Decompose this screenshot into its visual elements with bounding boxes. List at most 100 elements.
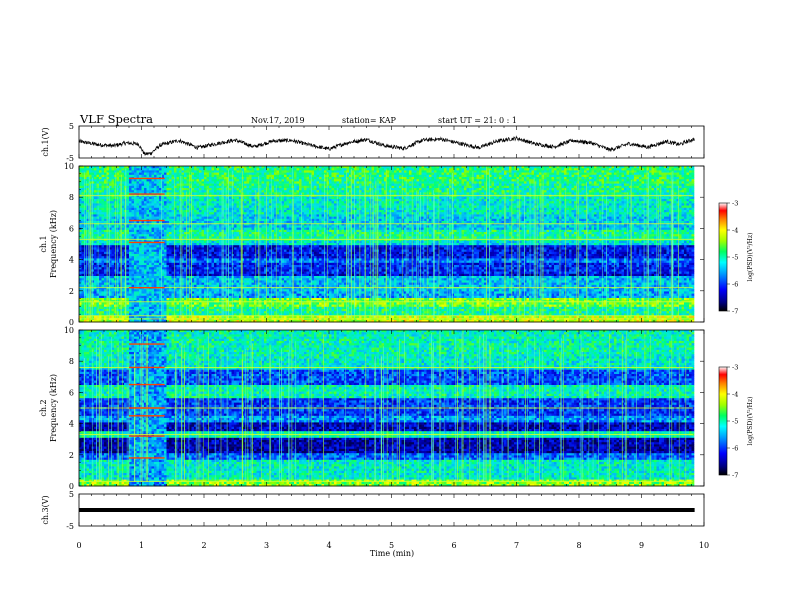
vlf-spectra-figure: VLF Spectra Nov.17, 2019 station= KAP st…: [0, 0, 792, 612]
spectrogram-cell: [104, 263, 107, 266]
spectrogram-cell: [82, 263, 85, 266]
spectrogram-cell: [94, 261, 97, 264]
spectrogram-cell: [84, 168, 87, 171]
spectrogram-cell: [94, 252, 97, 255]
spectrogram-cell: [94, 289, 97, 292]
spectrogram-cell: [104, 294, 107, 297]
spectrogram-cell: [104, 186, 107, 189]
spectrogram-cell: [79, 217, 82, 220]
spectrogram-cell: [94, 247, 97, 250]
spectrogram-cell: [99, 307, 102, 310]
spectrogram-cell: [82, 186, 85, 189]
spectrogram-cell: [112, 203, 115, 206]
spectrogram-cell: [99, 199, 102, 202]
spectrogram-cell: [117, 219, 120, 222]
spectrogram-cell: [82, 243, 85, 246]
spectrogram-cell: [99, 298, 102, 301]
spectrogram-cell: [104, 199, 107, 202]
spectrogram-cell: [104, 285, 107, 288]
spectrogram-cell: [79, 203, 82, 206]
spectrogram-cell: [104, 302, 107, 305]
spectrogram-cell: [82, 236, 85, 239]
spectrogram-cell: [102, 221, 105, 224]
spectrogram-cell: [102, 305, 105, 308]
spectrogram-cell: [79, 230, 82, 233]
spectrogram-cell: [102, 256, 105, 259]
spectrogram-cell: [79, 175, 82, 178]
figure-title: VLF Spectra: [79, 112, 153, 126]
spectrogram-cell: [82, 250, 85, 253]
spectrogram-cell: [104, 234, 107, 237]
spectrogram-cell: [94, 170, 97, 173]
spectrogram-cell: [102, 252, 105, 255]
spectrogram-cell: [82, 210, 85, 213]
spectrogram-cell: [102, 190, 105, 193]
spectrogram-cell: [99, 261, 102, 264]
spectrogram-cell: [112, 173, 115, 176]
spectrogram-cell: [99, 285, 102, 288]
spectrogram-cell: [94, 280, 97, 283]
spectrogram-cell: [102, 181, 105, 184]
spectrogram-cell: [79, 201, 82, 204]
spectrogram-cell: [104, 254, 107, 257]
spectrogram-cell: [104, 177, 107, 180]
spectrogram-cell: [94, 283, 97, 286]
spectrogram-cell: [79, 241, 82, 244]
spectrogram-cell: [94, 208, 97, 211]
spectrogram-cell: [94, 307, 97, 310]
spectrogram-cell: [82, 177, 85, 180]
spectrogram-cell: [102, 250, 105, 253]
spectrogram-cell: [82, 278, 85, 281]
spectrogram-cell: [94, 179, 97, 182]
spectrogram-cell: [87, 170, 90, 173]
spectrogram-cell: [82, 181, 85, 184]
spectrogram-cell: [117, 212, 120, 215]
spectrogram-cell: [117, 206, 120, 209]
date-label: Nov.17, 2019: [251, 116, 305, 125]
spectrogram-cell: [99, 291, 102, 294]
spectrogram-cell: [79, 186, 82, 189]
spectrogram-cell: [102, 201, 105, 204]
spectrogram-cell: [117, 203, 120, 206]
spectrogram-cell: [112, 188, 115, 191]
spectrogram-cell: [102, 199, 105, 202]
spectrogram-cell: [104, 210, 107, 213]
spectrogram-cell: [117, 263, 120, 266]
spectrogram-cell: [102, 261, 105, 264]
spectrogram-cell: [102, 241, 105, 244]
spectrogram-cell: [94, 285, 97, 288]
spectrogram-cell: [82, 170, 85, 173]
spectrogram-cell: [94, 177, 97, 180]
spectrogram-cell: [104, 168, 107, 171]
spectrogram-cell: [99, 283, 102, 286]
spectrogram-cell: [104, 298, 107, 301]
spectrogram-cell: [99, 258, 102, 261]
spectrogram-cell: [104, 278, 107, 281]
spectrogram-cell: [94, 241, 97, 244]
spectrogram-cell: [99, 203, 102, 206]
spectrogram-cell: [82, 230, 85, 233]
spectrogram-cell: [82, 265, 85, 268]
spectrogram-cell: [117, 228, 120, 231]
spectrogram-cell: [94, 184, 97, 187]
spectrogram-cell: [112, 190, 115, 193]
spectrogram-cell: [117, 272, 120, 275]
spectrogram-cell: [104, 184, 107, 187]
spectrogram-cell: [102, 309, 105, 312]
spectrogram-cell: [117, 289, 120, 292]
spectrogram-cell: [117, 280, 120, 283]
spectrogram-cell: [102, 278, 105, 281]
spectrogram-cell: [112, 254, 115, 257]
spectrogram-cell: [104, 272, 107, 275]
spectrogram-cell: [117, 186, 120, 189]
spectrogram-cell: [112, 170, 115, 173]
spectrogram-cell: [82, 241, 85, 244]
spectrogram-cell: [102, 177, 105, 180]
spectrogram-cell: [94, 294, 97, 297]
spectrogram-cell: [82, 201, 85, 204]
spectrogram-cell: [79, 302, 82, 305]
spectrogram-cell: [99, 173, 102, 176]
spectrogram-cell: [102, 302, 105, 305]
spectrogram-cell: [99, 179, 102, 182]
spectrogram-cell: [99, 168, 102, 171]
